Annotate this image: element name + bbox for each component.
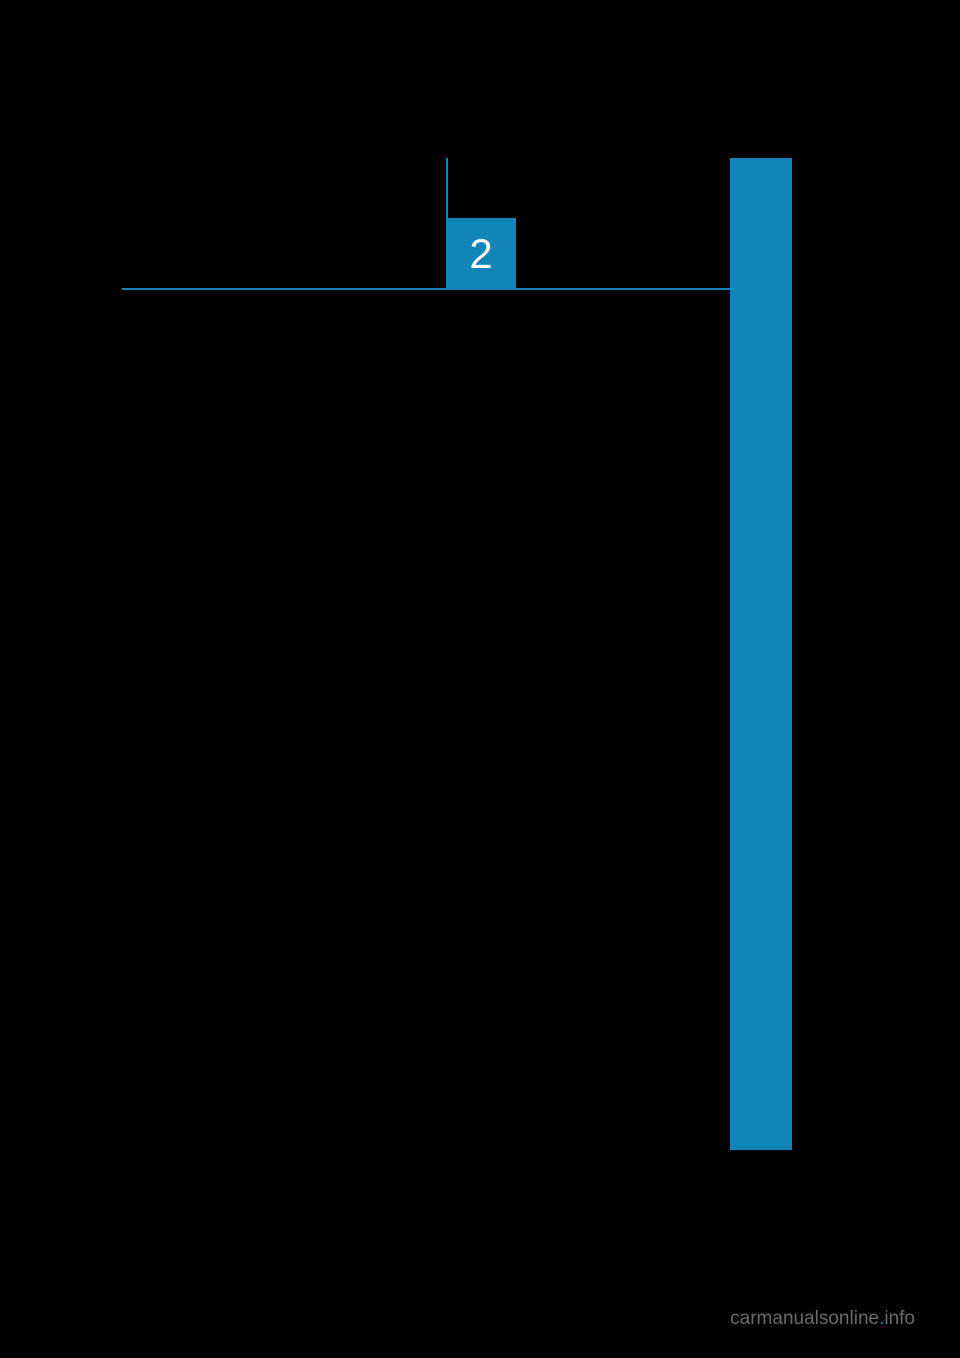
watermark-text-before: carmanualsonline: [730, 1308, 879, 1329]
page-container: 2 carmanualsonline.info: [0, 0, 960, 1358]
watermark-text-after: info: [884, 1308, 915, 1329]
chapter-number-box: 2: [446, 218, 516, 290]
horizontal-divider-line: [122, 288, 730, 290]
watermark: carmanualsonline.info: [730, 1308, 915, 1330]
vertical-divider-line: [446, 158, 448, 218]
chapter-number: 2: [469, 230, 492, 278]
side-tab-indicator: [730, 158, 792, 1150]
